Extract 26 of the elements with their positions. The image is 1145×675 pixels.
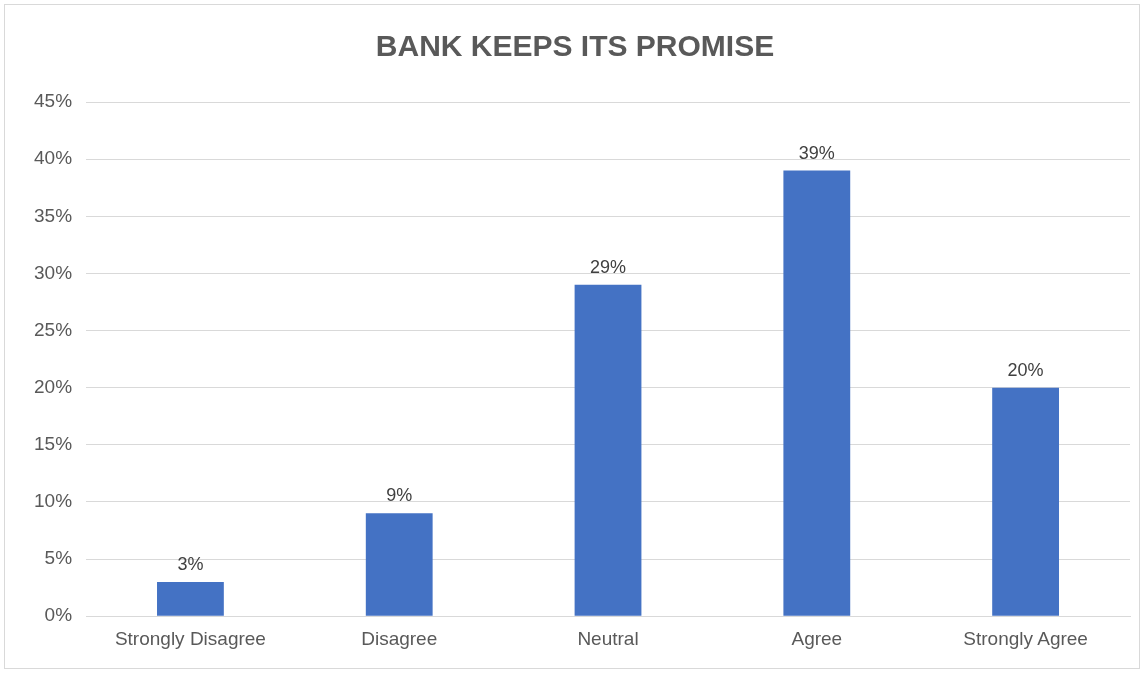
y-tick-label: 30% [34, 261, 73, 283]
y-tick-label: 5% [44, 547, 73, 569]
data-label: 29% [590, 256, 627, 277]
y-tick-label: 20% [34, 375, 73, 397]
data-label: 39% [798, 142, 835, 163]
y-tick-label: 25% [34, 318, 73, 340]
y-tick-label: 10% [34, 490, 73, 512]
y-tick-label: 0% [44, 604, 73, 626]
bar [783, 170, 851, 616]
y-tick-label: 35% [34, 204, 73, 226]
x-tick-label: Strongly Disagree [114, 627, 266, 649]
bar [992, 387, 1060, 616]
y-tick-label: 40% [34, 147, 73, 169]
y-tick-label: 15% [34, 433, 73, 455]
data-label: 3% [177, 553, 204, 574]
x-tick-label: Neutral [577, 627, 639, 649]
bar [365, 513, 433, 616]
data-label: 20% [1007, 359, 1044, 380]
x-tick-label: Disagree [361, 627, 438, 649]
data-label: 9% [386, 485, 413, 506]
bar [157, 581, 224, 616]
chart-title: BANK KEEPS ITS PROMISE [375, 29, 775, 63]
x-tick-label: Strongly Agree [963, 627, 1088, 649]
y-tick-label: 45% [34, 90, 73, 112]
bar [574, 284, 642, 616]
x-tick-label: Agree [791, 627, 843, 649]
